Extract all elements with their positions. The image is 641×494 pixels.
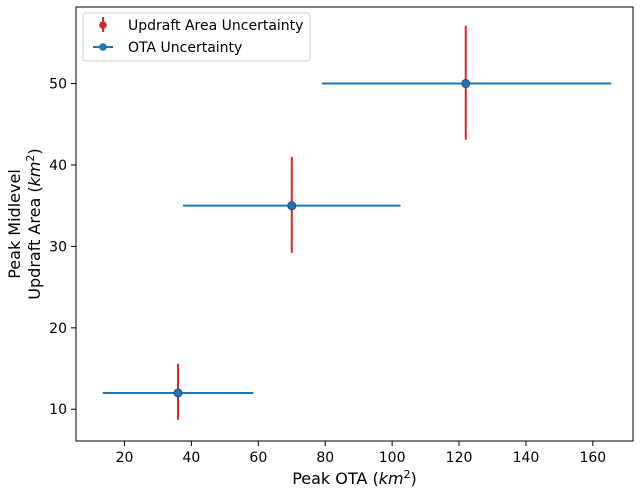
x-tick-label: 40 (183, 450, 201, 466)
y-tick-label: 40 (49, 158, 67, 174)
y-axis-ticks: 10 20 30 40 50 (49, 77, 76, 418)
data-point-1 (173, 388, 183, 398)
y-tick-label: 50 (49, 77, 67, 93)
data-point-3 (461, 79, 471, 89)
legend-ota-marker (99, 43, 107, 51)
x-tick-label: 140 (513, 450, 540, 466)
x-tick-label: 120 (446, 450, 473, 466)
y-axis-label-line-2: Updraft Area (km2) (24, 148, 44, 299)
x-tick-label: 80 (316, 450, 334, 466)
plot-area (75, 6, 634, 442)
x-tick-label: 60 (249, 450, 267, 466)
x-tick-label: 100 (379, 450, 406, 466)
x-axis-label: Peak OTA (km2) (292, 468, 417, 488)
y-axis-label-line-1: Peak Midlevel (5, 169, 24, 279)
legend-updraft-label: Updraft Area Uncertainty (128, 18, 303, 34)
y-tick-label: 30 (49, 239, 67, 255)
x-axis-ticks: 20 40 60 80 100 120 140 160 (116, 441, 606, 466)
legend-ota-label: OTA Uncertainty (128, 40, 242, 56)
data-marks (102, 25, 612, 420)
legend: Updraft Area Uncertainty OTA Uncertainty (82, 12, 311, 62)
x-tick-label: 20 (116, 450, 134, 466)
data-point-2 (287, 201, 297, 211)
x-tick-label: 160 (579, 450, 606, 466)
legend-frame (82, 12, 311, 62)
legend-updraft-marker (99, 21, 107, 29)
y-tick-label: 10 (49, 402, 67, 418)
y-tick-label: 20 (49, 321, 67, 337)
